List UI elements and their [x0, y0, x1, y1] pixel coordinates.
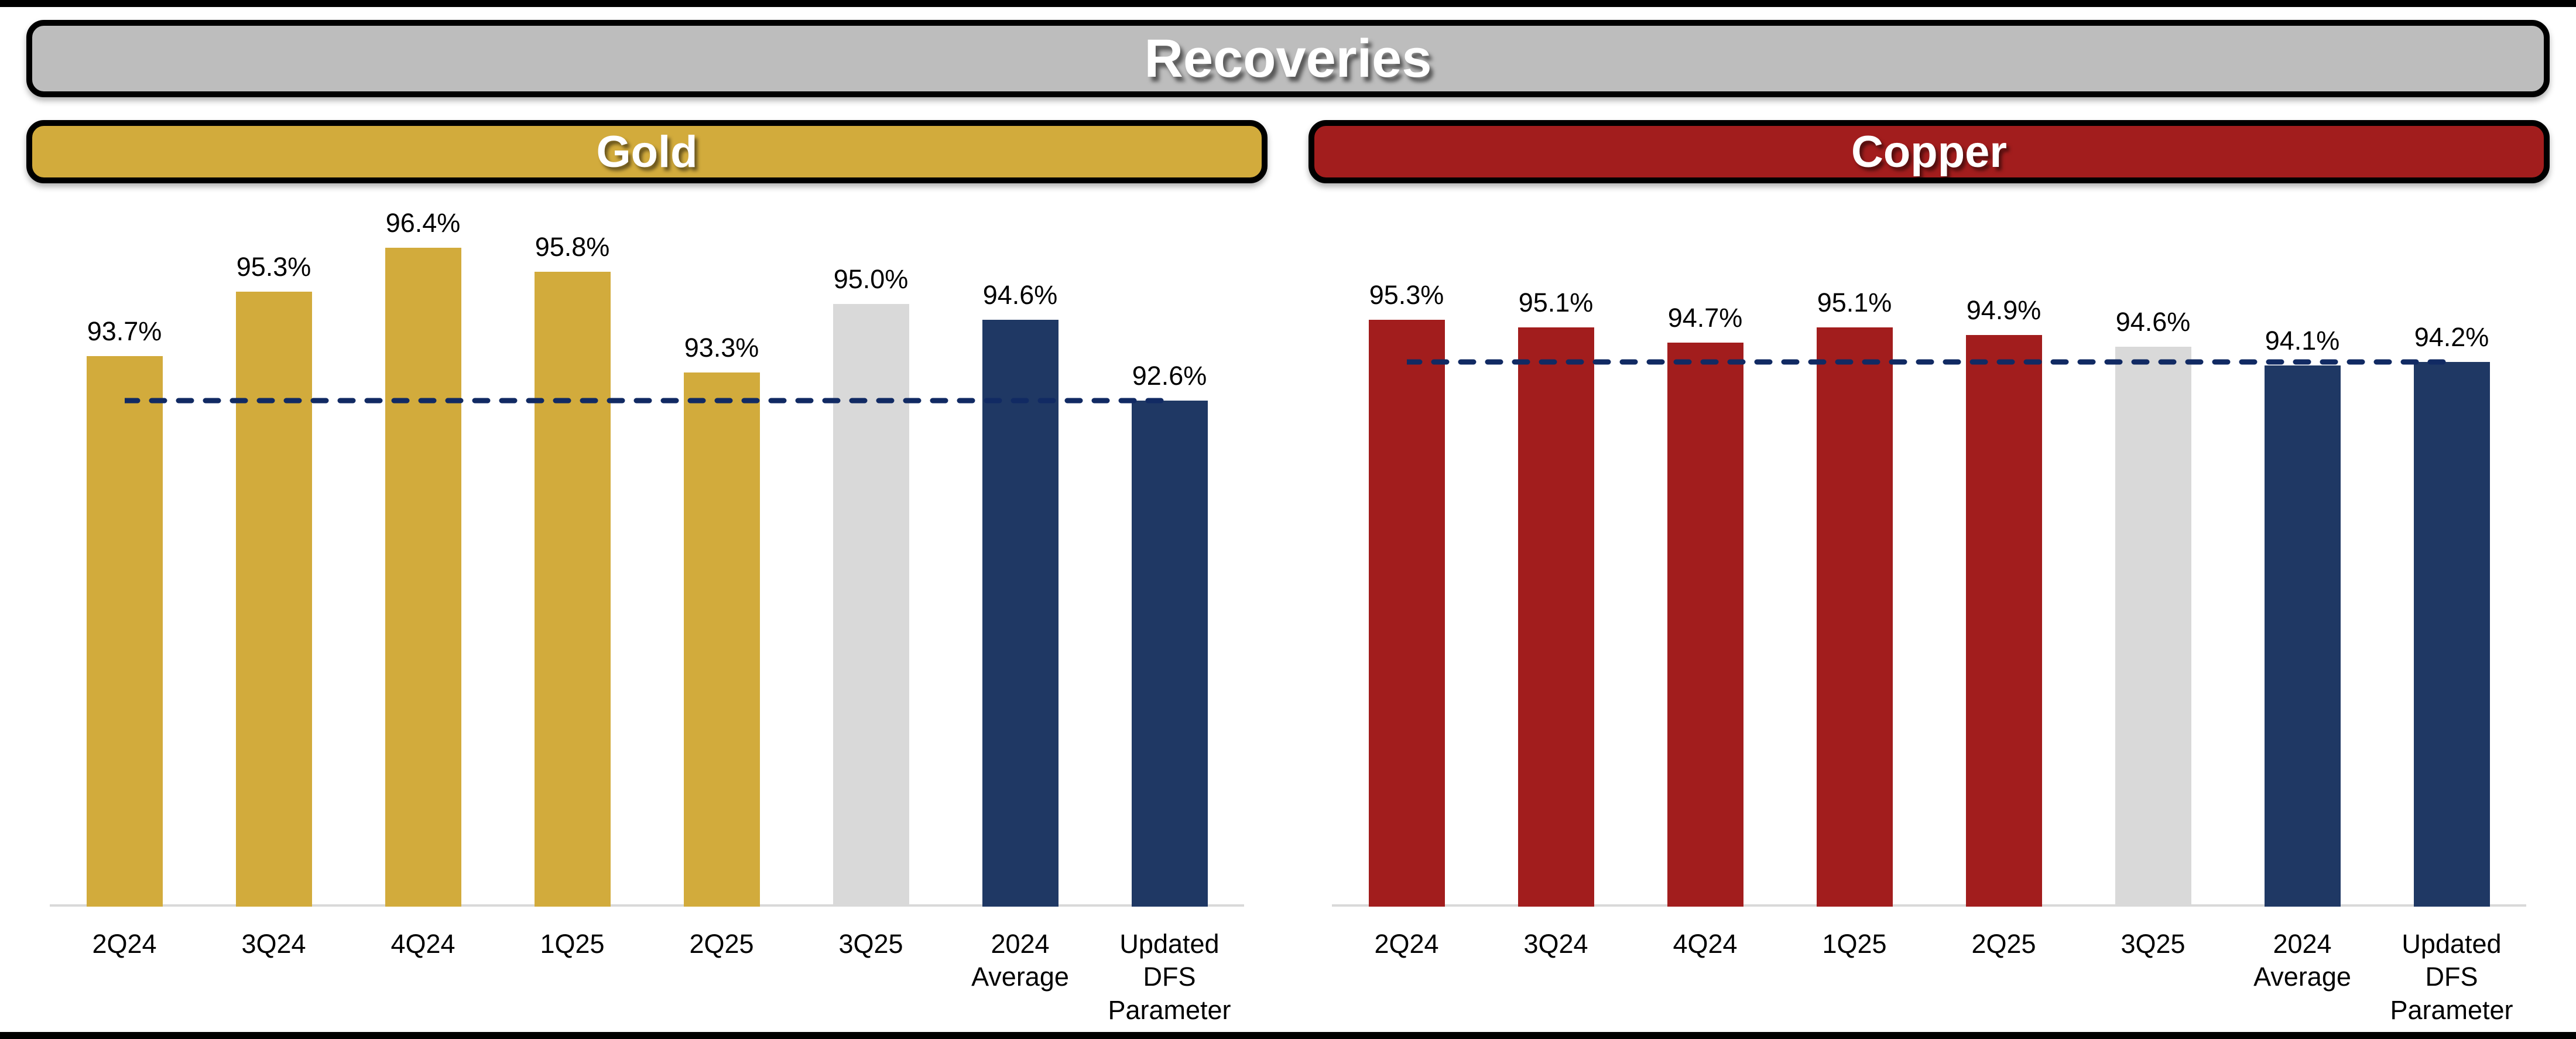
x-tick-label: 3Q25 — [2121, 929, 2186, 959]
gold-header-label: Gold — [596, 127, 698, 177]
bar-value-label: 96.4% — [385, 207, 461, 238]
bar-slot: 94.2% — [2377, 187, 2526, 907]
bar-value-label: 94.2% — [2414, 322, 2489, 352]
gold-x-axis-line — [50, 904, 1244, 907]
page-title: Recoveries — [1144, 28, 1432, 88]
gold-bars-group: 93.7% 95.3% 96.4% 95.8% 93.3% 95.0% 94.6% 92.6% — [50, 187, 1244, 907]
bar-slot: 95.1% — [1481, 187, 1630, 907]
bar-value-label: 95.3% — [1369, 279, 1444, 310]
x-tick-label: Updated DFS Parameter — [2390, 929, 2513, 1025]
bar-slot: 95.0% — [796, 187, 946, 907]
title-banner: Recoveries — [26, 20, 2550, 97]
gold-header-banner: Gold — [26, 120, 1268, 183]
bar-value-label: 94.6% — [982, 280, 1058, 310]
copper-bar-3q25 — [2115, 346, 2191, 907]
copper-bar-4q24 — [1667, 343, 1743, 907]
bar-value-label: 95.8% — [535, 232, 610, 262]
gold-bar-2q25 — [683, 372, 760, 907]
copper-chart-panel: Copper 95.3% 95.1% 94.7% 95.1% 94.9% 94.6% 94.… — [1308, 120, 2550, 1032]
bar-slot: 93.3% — [647, 187, 796, 907]
gold-x-tick-labels: 2Q24 3Q24 4Q24 1Q25 2Q25 3Q25 2024 Average Upda… — [50, 907, 1244, 1032]
bar-slot: 95.1% — [1780, 187, 1929, 907]
x-tick-label: 2Q24 — [92, 929, 157, 959]
x-tick-label: 1Q25 — [540, 929, 605, 959]
copper-bar-2q24 — [1368, 319, 1445, 907]
copper-bar-updated — [2413, 361, 2490, 907]
gold-bar-updated — [1131, 400, 1208, 907]
bar-value-label: 94.9% — [1966, 295, 2041, 326]
x-tick-label: 3Q24 — [1523, 929, 1588, 959]
bar-value-label: 95.1% — [1518, 287, 1594, 317]
bar-value-label: 93.3% — [684, 332, 759, 363]
bar-slot: 95.3% — [199, 187, 348, 907]
bar-value-label: 92.6% — [1132, 360, 1207, 391]
copper-bar-2024 — [2264, 365, 2341, 907]
gold-chart-panel: Gold 93.7% 95.3% 96.4% 95.8% 93.3% 95.0% 94.6%… — [26, 120, 1268, 1032]
bar-value-label: 95.3% — [236, 252, 311, 282]
copper-bars-group: 95.3% 95.1% 94.7% 95.1% 94.9% 94.6% 94.1% 94.2% — [1332, 187, 2526, 907]
x-tick-label: 4Q24 — [390, 929, 455, 959]
copper-bar-2q25 — [1965, 335, 2042, 907]
bar-slot: 94.9% — [1929, 187, 2078, 907]
top-border-strip — [0, 0, 2576, 7]
x-tick-label: 2Q24 — [1374, 929, 1439, 959]
bar-slot: 95.3% — [1332, 187, 1481, 907]
copper-chart-plot: 95.3% 95.1% 94.7% 95.1% 94.9% 94.6% 94.1% 94.2% — [1332, 187, 2526, 907]
gold-bar-3q24 — [235, 292, 312, 907]
gold-chart-plot: 93.7% 95.3% 96.4% 95.8% 93.3% 95.0% 94.6% 92.6% — [50, 187, 1244, 907]
bar-slot: 94.6% — [946, 187, 1095, 907]
gold-bar-3q25 — [833, 304, 909, 907]
x-tick-label: Updated DFS Parameter — [1108, 929, 1231, 1025]
x-tick-label: 3Q25 — [838, 929, 903, 959]
bar-slot: 92.6% — [1095, 187, 1244, 907]
copper-bar-3q24 — [1517, 327, 1594, 907]
bar-value-label: 94.7% — [1667, 303, 1743, 333]
copper-x-tick-labels: 2Q24 3Q24 4Q24 1Q25 2Q25 3Q25 2024 Average Upda… — [1332, 907, 2526, 1032]
x-tick-label: 2024 Average — [971, 929, 1069, 992]
bar-slot: 96.4% — [348, 187, 498, 907]
gold-bar-4q24 — [385, 247, 461, 907]
bar-value-label: 94.6% — [2115, 306, 2191, 337]
x-tick-label: 2024 Average — [2253, 929, 2351, 992]
bar-value-label: 93.7% — [87, 316, 162, 347]
gold-bar-2q24 — [86, 356, 163, 907]
gold-bar-2024 — [982, 320, 1059, 907]
gold-bar-1q25 — [534, 272, 611, 907]
copper-reference-dashline — [1406, 358, 2452, 365]
bar-slot: 93.7% — [50, 187, 199, 907]
bar-value-label: 95.1% — [1817, 287, 1892, 317]
x-tick-label: 2Q25 — [689, 929, 754, 959]
bar-slot: 94.7% — [1630, 187, 1780, 907]
x-tick-label: 4Q24 — [1673, 929, 1738, 959]
bar-slot: 94.1% — [2228, 187, 2377, 907]
gold-reference-dashline — [124, 397, 1170, 404]
bar-slot: 94.6% — [2078, 187, 2228, 907]
x-tick-label: 3Q24 — [241, 929, 306, 959]
bottom-border-strip — [0, 1032, 2576, 1039]
copper-x-axis-line — [1332, 904, 2526, 907]
bar-value-label: 94.1% — [2265, 326, 2340, 356]
copper-header-banner: Copper — [1308, 120, 2550, 183]
x-tick-label: 2Q25 — [1971, 929, 2036, 959]
copper-header-label: Copper — [1851, 127, 2007, 177]
x-tick-label: 1Q25 — [1822, 929, 1887, 959]
bar-slot: 95.8% — [498, 187, 647, 907]
copper-bar-1q25 — [1816, 327, 1893, 907]
bar-value-label: 95.0% — [833, 264, 909, 294]
